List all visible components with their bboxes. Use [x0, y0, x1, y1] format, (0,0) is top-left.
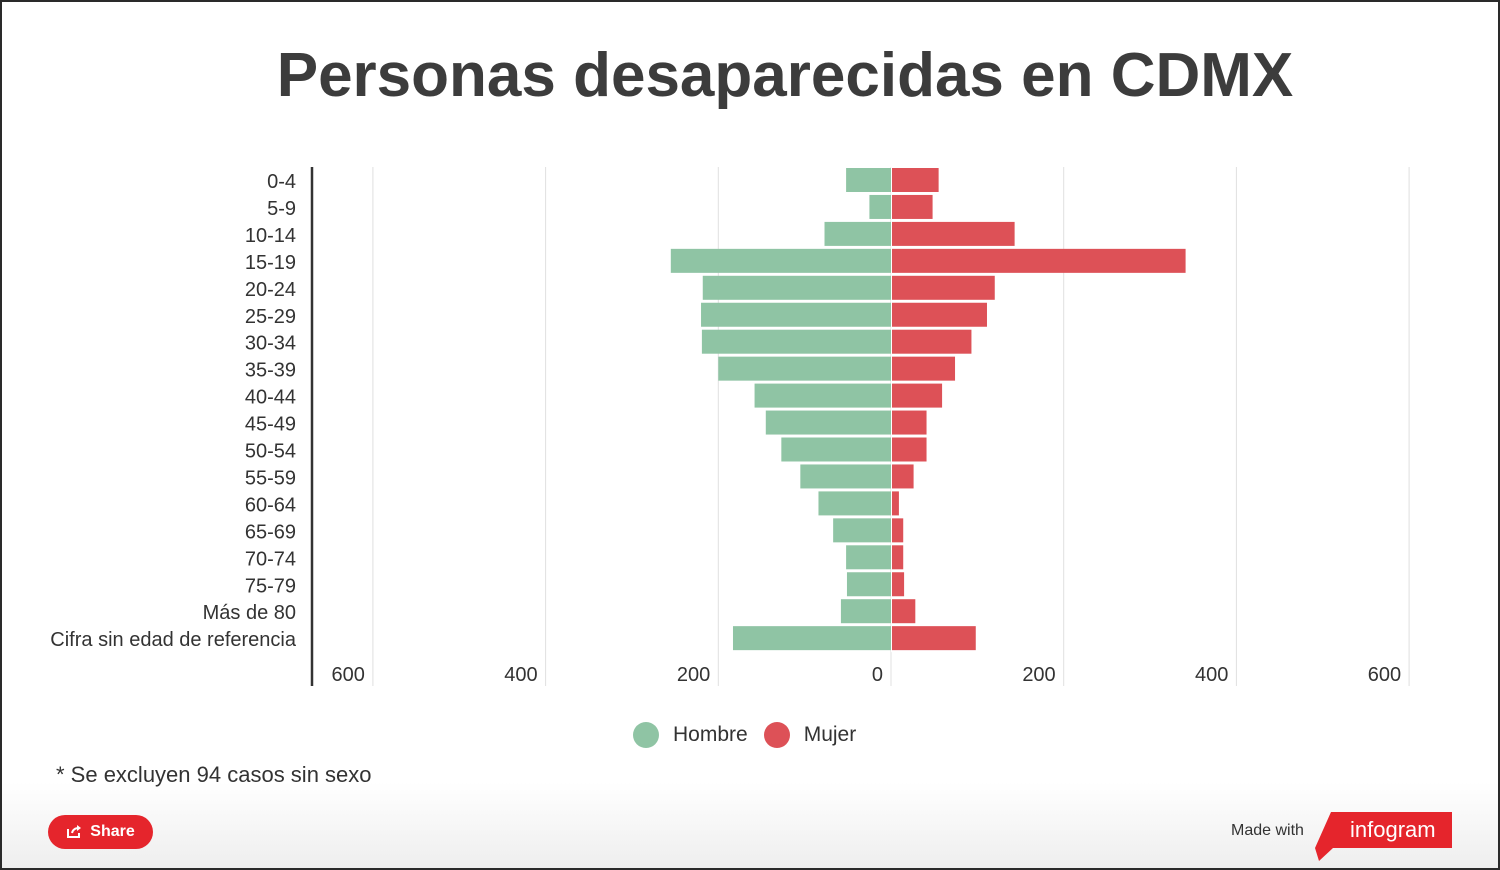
bar-mujer[interactable]	[892, 383, 943, 408]
bar-hombre[interactable]	[754, 383, 891, 408]
bar-mujer[interactable]	[892, 168, 939, 192]
x-tick-label-5: 400	[1195, 664, 1228, 686]
bar-hombre[interactable]	[781, 437, 891, 462]
bar-hombre[interactable]	[732, 626, 891, 651]
category-label: 35-39	[245, 360, 296, 382]
x-tick-label-3: 0	[872, 664, 883, 686]
bar-mujer[interactable]	[892, 248, 1186, 273]
legend-dot-mujer	[763, 722, 790, 748]
bar-mujer[interactable]	[892, 437, 927, 462]
category-label: 65-69	[245, 521, 296, 543]
category-label: 45-49	[245, 414, 296, 436]
bar-hombre[interactable]	[869, 194, 891, 219]
category-label: 15-19	[245, 252, 296, 274]
bar-mujer[interactable]	[892, 302, 987, 327]
x-tick-label-0: 600	[332, 664, 365, 686]
bar-mujer[interactable]	[892, 572, 905, 597]
bar-hombre[interactable]	[840, 599, 891, 624]
bar-mujer[interactable]	[892, 221, 1015, 246]
population-pyramid-chart: 600 400 200 0 200 400 600 0-4 5-9 10-14 15-19 20-24…	[50, 167, 1410, 686]
brand-text: infogram	[1350, 817, 1436, 842]
legend-label-mujer: Mujer	[803, 723, 857, 746]
category-label: 70-74	[245, 548, 296, 570]
category-label: 55-59	[245, 467, 296, 489]
category-label: Más de 80	[203, 602, 296, 624]
category-label: Cifra sin edad de referencia	[50, 629, 297, 651]
legend-label-hombre: Hombre	[673, 723, 748, 746]
bar-hombre[interactable]	[701, 329, 891, 354]
category-label: 25-29	[245, 306, 296, 328]
category-label: 30-34	[245, 333, 296, 355]
x-tick-label-1: 400	[504, 664, 537, 686]
legend-item-mujer[interactable]: Mujer	[763, 722, 857, 748]
bar-hombre[interactable]	[833, 518, 891, 543]
bar-hombre[interactable]	[670, 248, 891, 273]
bar-mujer[interactable]	[892, 275, 995, 300]
category-label: 50-54	[245, 441, 296, 463]
bar-mujer[interactable]	[892, 599, 916, 624]
share-label: Share	[90, 823, 135, 840]
bar-mujer[interactable]	[892, 491, 899, 516]
bar-hombre[interactable]	[765, 410, 891, 435]
bar-hombre[interactable]	[800, 464, 891, 489]
bar-hombre[interactable]	[702, 275, 891, 300]
bar-hombre[interactable]	[846, 168, 891, 192]
bar-hombre[interactable]	[846, 545, 891, 570]
bar-hombre[interactable]	[818, 491, 891, 516]
bar-mujer[interactable]	[892, 464, 914, 489]
share-icon	[67, 825, 82, 838]
category-label: 75-79	[245, 575, 296, 597]
bar-mujer[interactable]	[892, 410, 927, 435]
bar-mujer[interactable]	[892, 518, 904, 543]
category-label: 0-4	[267, 171, 296, 193]
bar-hombre[interactable]	[718, 356, 891, 381]
bar-mujer[interactable]	[892, 626, 976, 651]
bar-hombre[interactable]	[701, 302, 891, 327]
category-label: 5-9	[267, 198, 296, 220]
x-tick-label-2: 200	[677, 664, 710, 686]
footnote: * Se excluyen 94 casos sin sexo	[56, 762, 372, 787]
bar-mujer[interactable]	[892, 545, 904, 570]
x-tick-label-6: 600	[1368, 664, 1401, 686]
bar-hombre[interactable]	[846, 572, 891, 597]
legend-item-hombre[interactable]: Hombre	[633, 722, 748, 748]
made-with-text: Made with	[1231, 822, 1304, 839]
x-tick-label-4: 200	[1022, 664, 1055, 686]
bar-mujer[interactable]	[892, 356, 956, 381]
infogram-logo[interactable]	[1315, 812, 1452, 862]
category-label: 10-14	[245, 225, 296, 247]
bar-mujer[interactable]	[892, 329, 972, 354]
category-label: 20-24	[245, 279, 296, 301]
page-title: Personas desaparecidas en CDMX	[276, 41, 1294, 110]
legend-dot-hombre	[633, 722, 659, 748]
legend: Hombre Mujer	[633, 722, 856, 748]
bar-hombre[interactable]	[824, 221, 891, 246]
category-label: 60-64	[245, 494, 296, 516]
bar-mujer[interactable]	[892, 194, 933, 219]
category-label: 40-44	[245, 387, 296, 409]
share-button[interactable]: Share	[48, 815, 153, 849]
